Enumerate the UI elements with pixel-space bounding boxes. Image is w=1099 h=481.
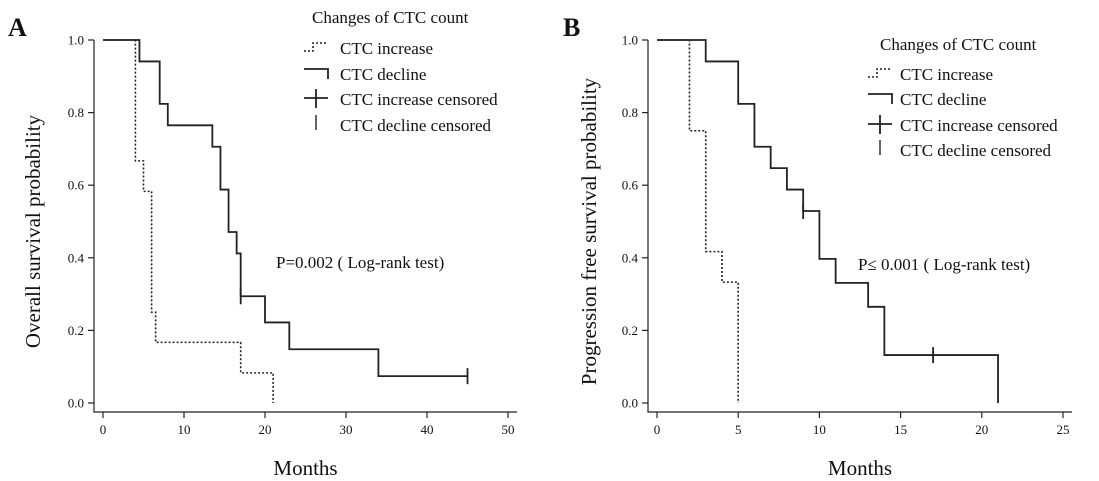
series-line-ctc-decline [657,39,999,403]
y-tick-label: 0.6 [68,178,85,193]
legend: Changes of CTC count CTC increase CTC decl… [304,8,498,135]
legend-entry: CTC decline censored [900,141,1052,160]
legend-entry: CTC decline [900,90,986,109]
y-tick-label: 0.0 [622,396,638,411]
legend-symbol-censor-cross [304,89,328,108]
x-tick-label: 10 [813,422,826,437]
y-tick-label: 0.8 [622,105,638,120]
x-tick-label: 20 [975,422,988,437]
x-tick-label: 25 [1057,422,1070,437]
legend-entry: CTC increase [340,39,433,58]
legend-entry: CTC increase censored [340,90,498,109]
legend-entry: CTC increase [900,65,993,84]
y-tick-label: 0.2 [622,323,638,338]
legend-title: Changes of CTC count [312,8,469,27]
x-tick-label: 15 [894,422,907,437]
legend-symbol-dotted [304,42,328,52]
x-tick-label: 0 [100,422,107,437]
axes-frame [93,40,517,413]
x-tick-label: 30 [340,422,353,437]
legend-entry: CTC increase censored [900,116,1058,135]
y-tick-label: 0.8 [68,105,84,120]
y-tick-label: 1.0 [622,33,638,48]
series-line-ctc-increase [103,39,274,403]
y-tick-label: 1.0 [68,33,84,48]
chart-panel-b: B 0.0 0.2 0.4 0.6 0.8 1.0 0 5 10 15 20 25 Months Progr… [563,13,1072,480]
panel-label: A [8,13,27,42]
y-tick-label: 0.4 [622,250,639,265]
x-tick-label: 0 [654,422,661,437]
panel-label: B [563,13,580,42]
series-line-ctc-decline [103,39,468,378]
y-tick-label: 0.0 [68,396,84,411]
legend-entry: CTC decline [340,65,426,84]
legend-symbol-dotted [868,68,892,78]
x-tick-label: 40 [421,422,434,437]
legend-title: Changes of CTC count [880,35,1037,54]
y-tick-label: 0.4 [68,250,85,265]
y-tick-label: 0.6 [622,178,639,193]
x-tick-label: 50 [502,422,515,437]
legend-entry: CTC decline censored [340,116,492,135]
y-tick-label: 0.2 [68,323,84,338]
chart-panel-a: A 0.0 0.2 0.4 0.6 0.8 1.0 0 10 20 30 40 50 Months Over… [8,8,517,480]
x-tick-label: 20 [259,422,272,437]
log-rank-annotation: P=0.002 ( Log-rank test) [276,253,444,272]
series-line-ctc-increase [657,39,739,403]
legend-symbol-solid [304,68,329,79]
axes-frame [647,40,1072,413]
y-axis-label: Progression free survival probability [577,77,601,385]
legend: Changes of CTC count CTC increase CTC decl… [868,35,1058,160]
y-axis-label: Overall survival probability [21,114,45,348]
x-axis-label: Months [828,456,892,480]
log-rank-annotation: P≤ 0.001 ( Log-rank test) [858,255,1030,274]
x-tick-label: 5 [735,422,742,437]
x-tick-label: 10 [178,422,191,437]
legend-symbol-solid [868,93,893,104]
legend-symbol-censor-cross [868,115,892,134]
x-axis-label: Months [273,456,337,480]
